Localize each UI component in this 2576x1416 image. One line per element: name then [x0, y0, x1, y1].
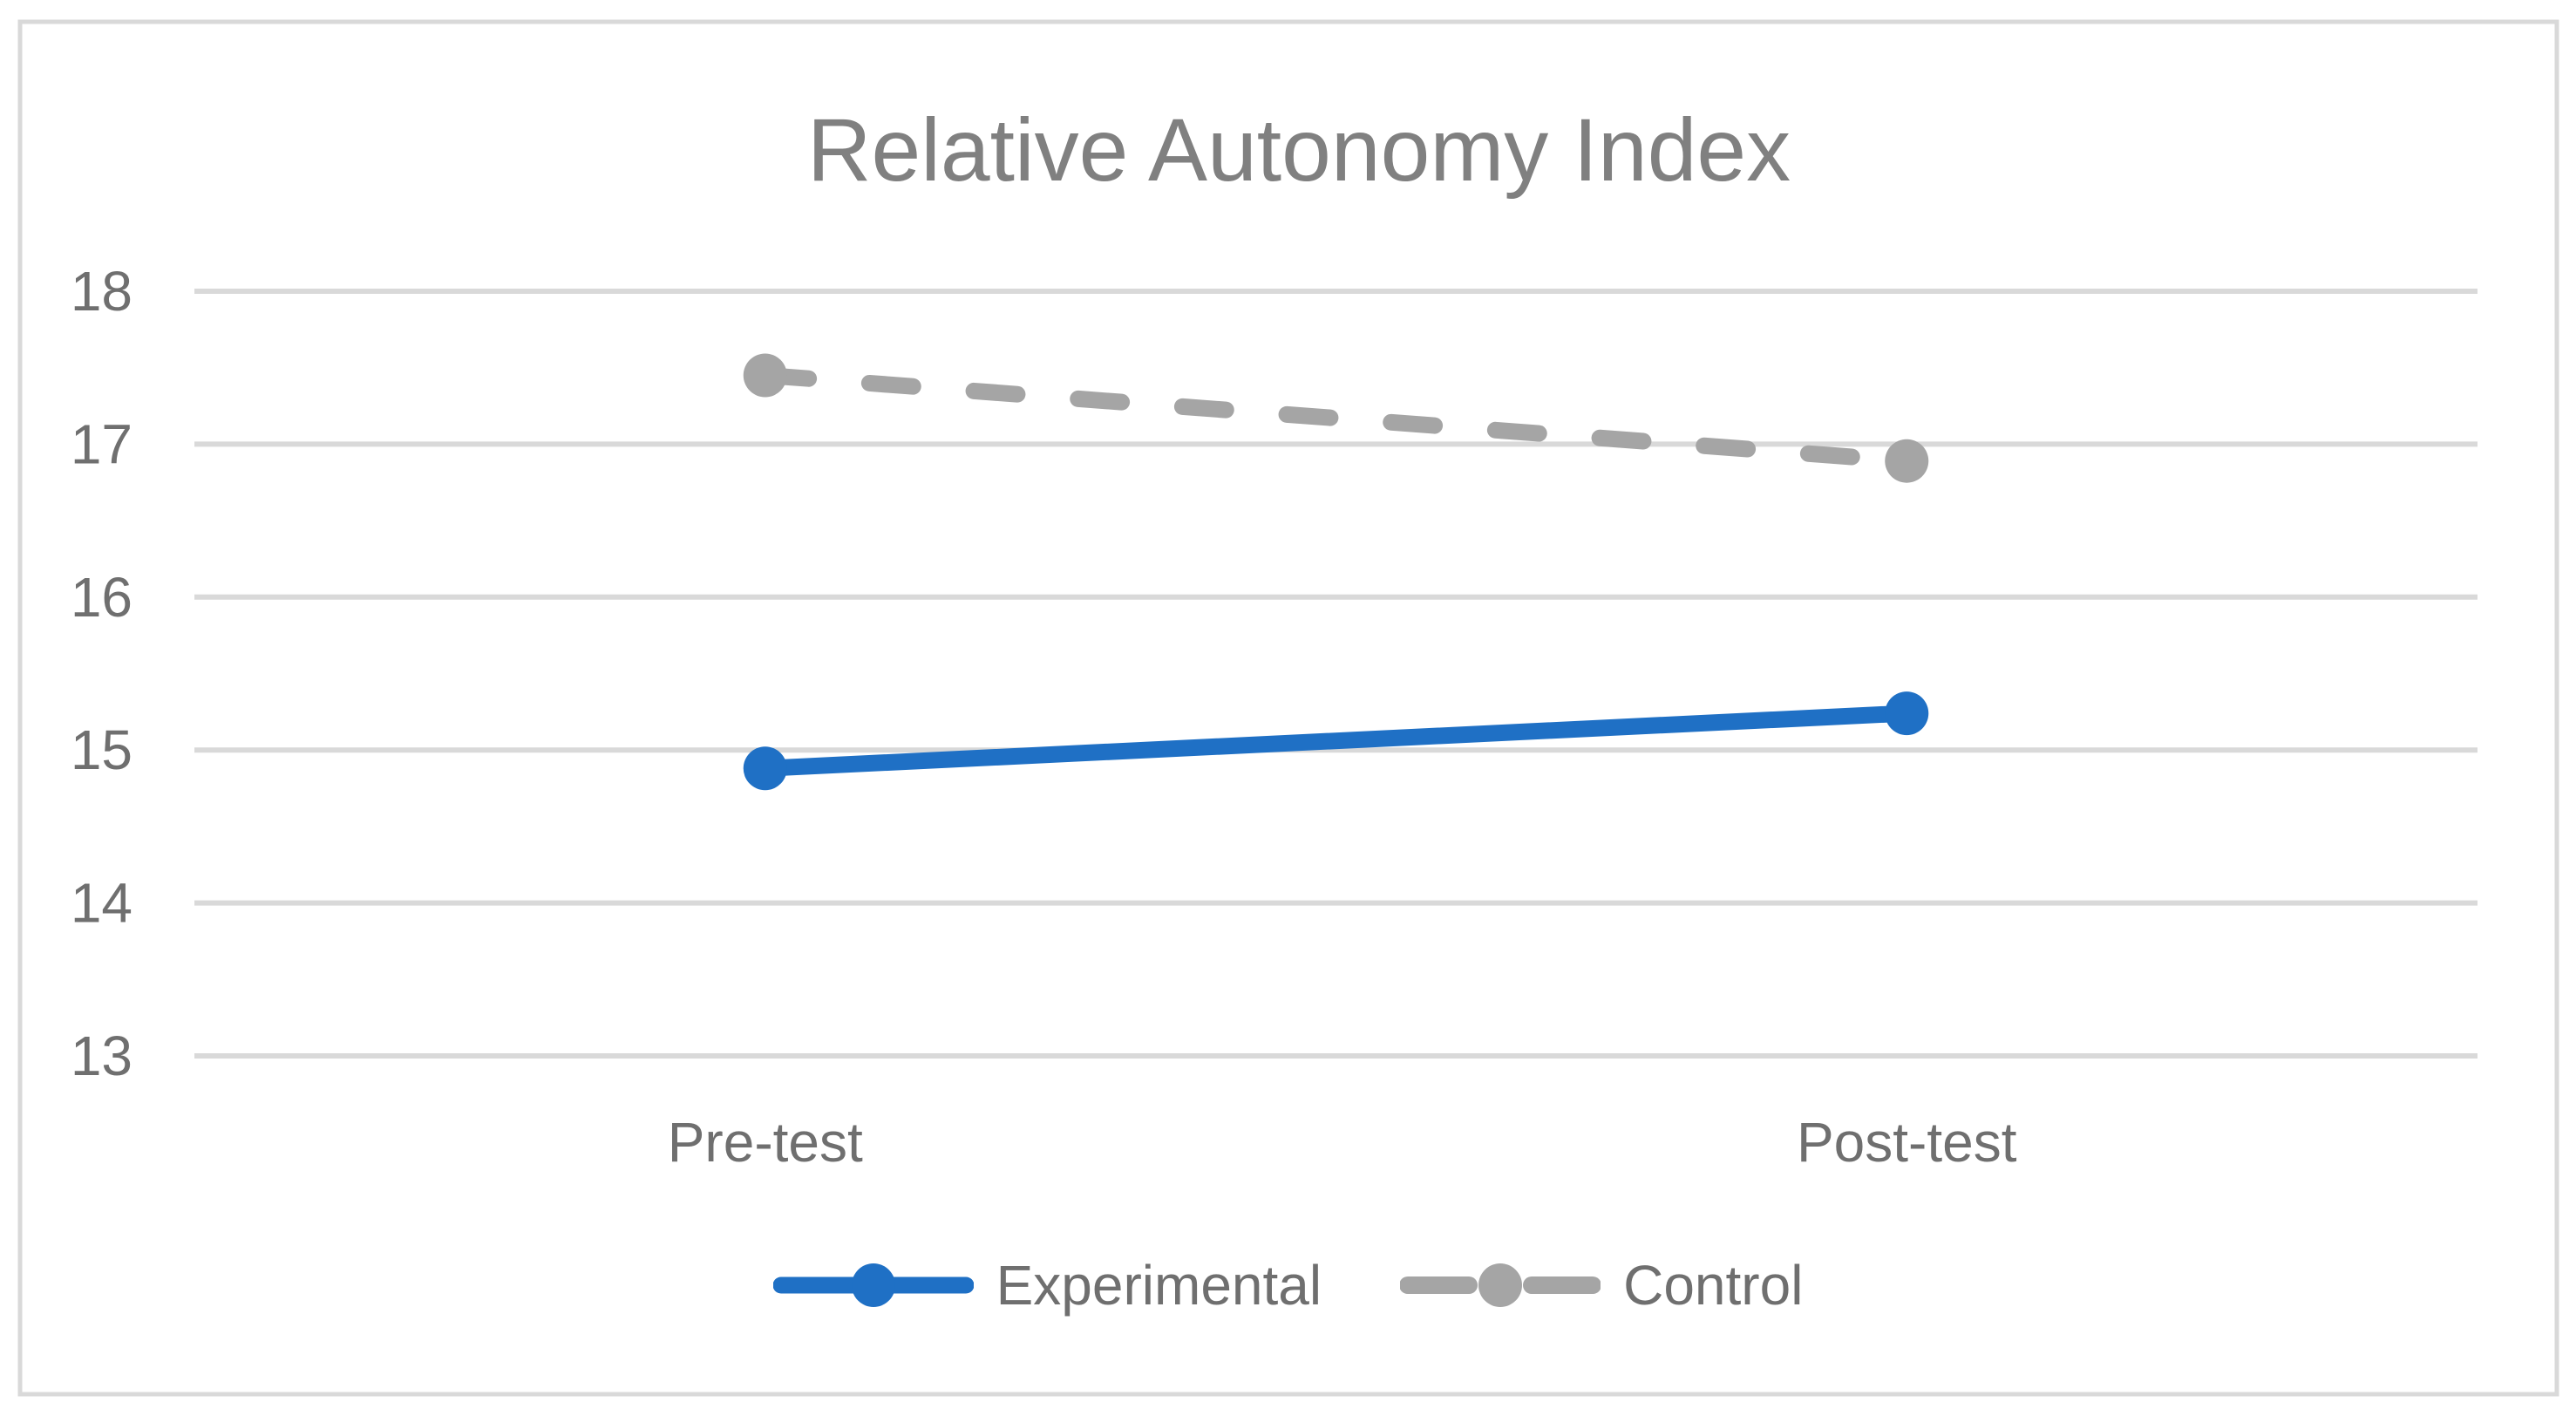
y-tick-label: 13	[71, 1025, 133, 1087]
x-category-label: Post-test	[1797, 1111, 2017, 1174]
y-axis-labels: 18 17 16 15 14 13	[71, 260, 133, 1087]
series-line-experimental	[757, 705, 1915, 777]
data-point-experimental-pre-test	[743, 746, 787, 791]
y-tick-label: 15	[71, 718, 133, 781]
y-tick-label: 14	[71, 872, 133, 935]
data-point-control-post-test	[1885, 439, 1929, 483]
data-point-experimental-post-test	[1885, 691, 1929, 736]
legend-circle	[851, 1263, 895, 1307]
data-point-control-pre-test	[743, 353, 787, 398]
y-tick-label: 18	[71, 260, 133, 323]
chart-border	[17, 19, 2559, 1397]
legend-marker-experimental	[772, 1263, 974, 1307]
y-tick-label: 16	[71, 566, 133, 629]
chart-title: Relative Autonomy Index	[807, 100, 1791, 200]
gridlines	[194, 289, 2477, 1059]
legend-item-experimental: Experimental	[772, 1254, 1322, 1317]
legend-marker-control	[1400, 1263, 1601, 1307]
series-line-control	[757, 366, 1915, 470]
x-axis-labels: Pre-test Post-test	[668, 1111, 2017, 1174]
y-tick-label: 17	[71, 412, 133, 475]
legend-label-experimental: Experimental	[996, 1254, 1322, 1317]
legend-circle	[1478, 1263, 1523, 1307]
legend-label-control: Control	[1623, 1254, 1804, 1317]
x-category-label: Pre-test	[668, 1111, 863, 1174]
series-lines	[743, 353, 1929, 791]
legend-item-control: Control	[1400, 1257, 1803, 1313]
legend: Experimental Control	[0, 1245, 2576, 1325]
